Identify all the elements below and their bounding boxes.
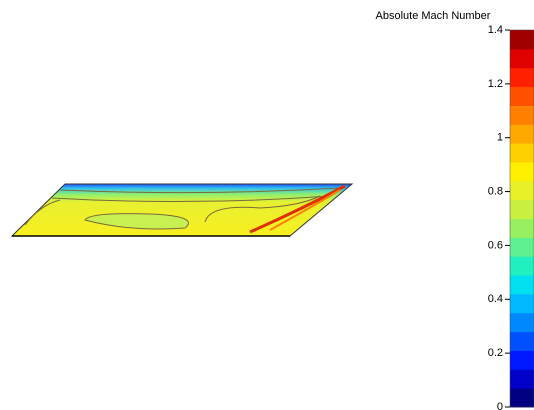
tick-label: 1.2 [488,78,503,90]
tick-label: 0.6 [488,239,503,251]
color-band [510,312,534,333]
color-band [510,369,534,389]
color-band [510,161,534,182]
color-band [510,86,534,106]
color-band [510,180,534,201]
color-band [510,331,534,351]
color-band [510,256,534,276]
tick-label: 0.4 [488,293,503,305]
colorbar-frame [509,29,534,408]
color-band [510,67,534,88]
color-band [510,388,534,408]
tick-label: 0.2 [488,347,503,359]
tick-label: 1.4 [488,24,503,36]
color-band [510,199,534,219]
colorbar-title: Absolute Mach Number [376,10,491,22]
tick-label: 0.8 [488,185,503,197]
color-band [510,30,534,50]
color-band [510,105,534,125]
color-band [510,143,534,163]
color-band [510,218,534,238]
tick-label: 0 [497,401,503,410]
color-band [510,275,534,295]
contour-plot [10,183,354,237]
color-band [510,350,534,370]
color-band [510,293,534,314]
color-band [510,124,534,144]
color-band [510,48,534,69]
tick-label: 1 [497,132,503,144]
color-band [510,237,534,257]
